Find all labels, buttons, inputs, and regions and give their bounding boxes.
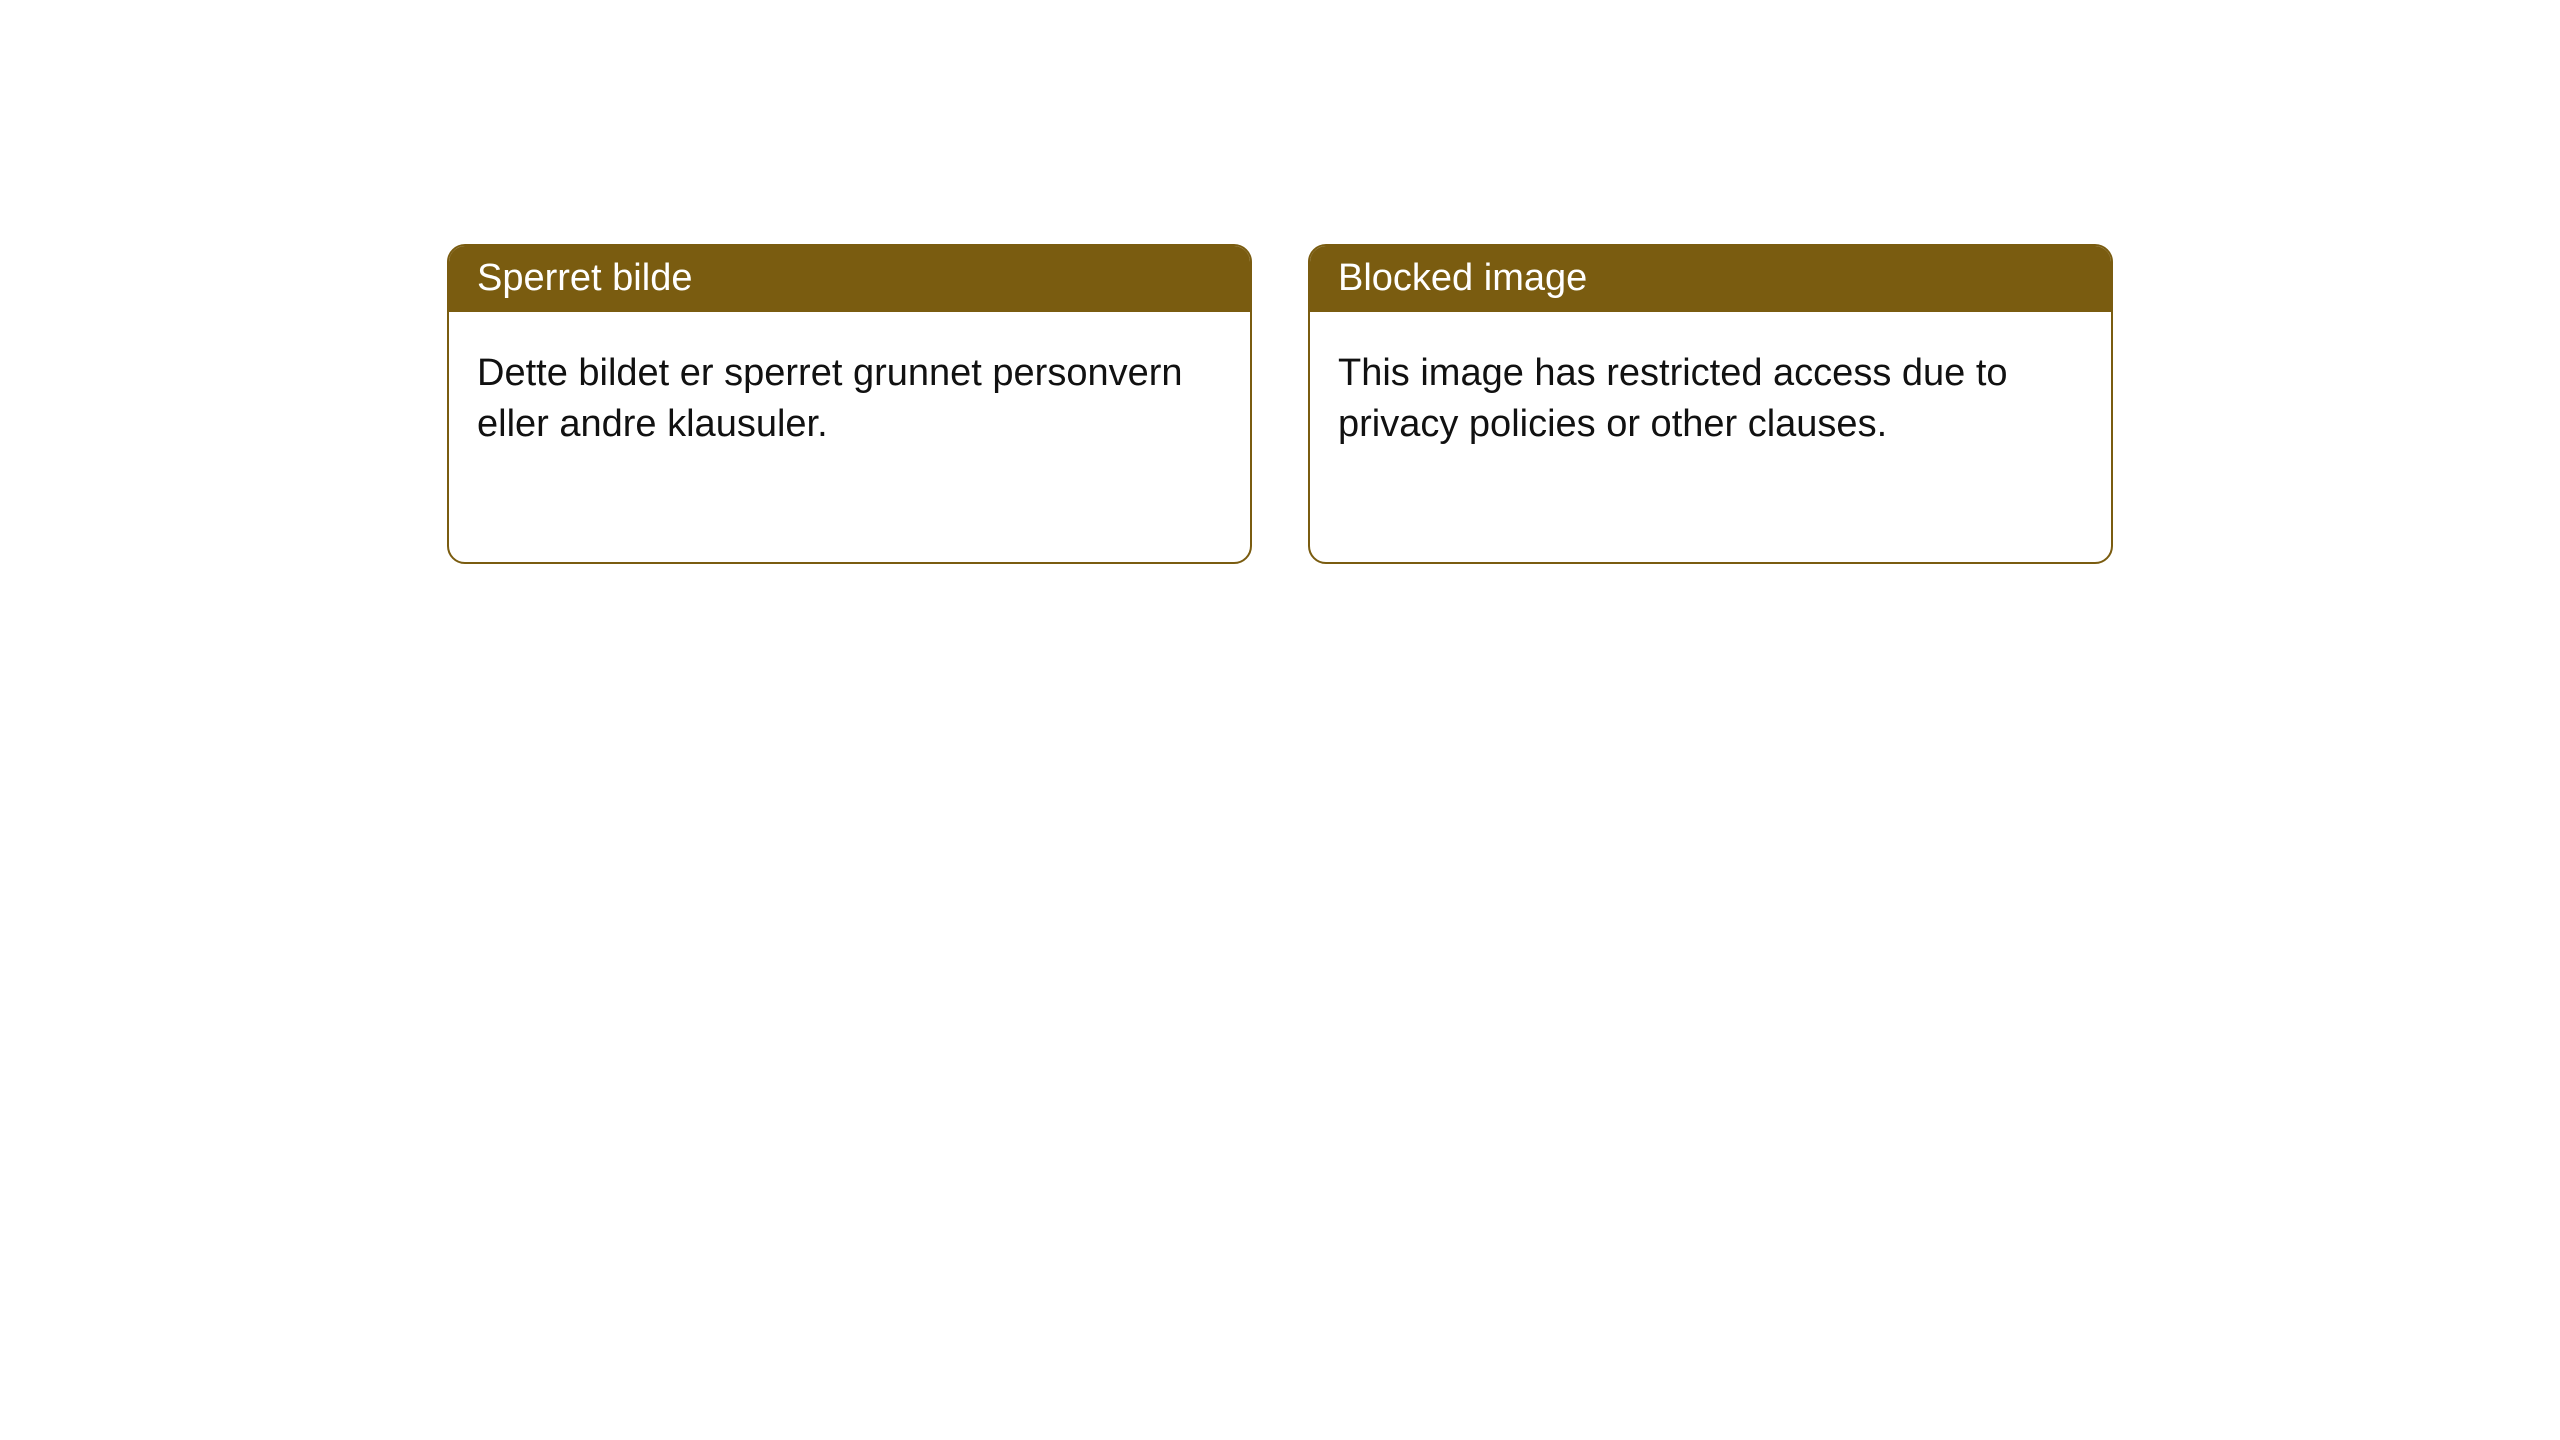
notice-message-en: This image has restricted access due to … — [1310, 312, 2111, 562]
blocked-image-notice-no: Sperret bilde Dette bildet er sperret gr… — [447, 244, 1252, 564]
notice-container: Sperret bilde Dette bildet er sperret gr… — [0, 0, 2560, 564]
notice-message-no: Dette bildet er sperret grunnet personve… — [449, 312, 1250, 562]
blocked-image-notice-en: Blocked image This image has restricted … — [1308, 244, 2113, 564]
notice-title-no: Sperret bilde — [449, 246, 1250, 312]
notice-title-en: Blocked image — [1310, 246, 2111, 312]
